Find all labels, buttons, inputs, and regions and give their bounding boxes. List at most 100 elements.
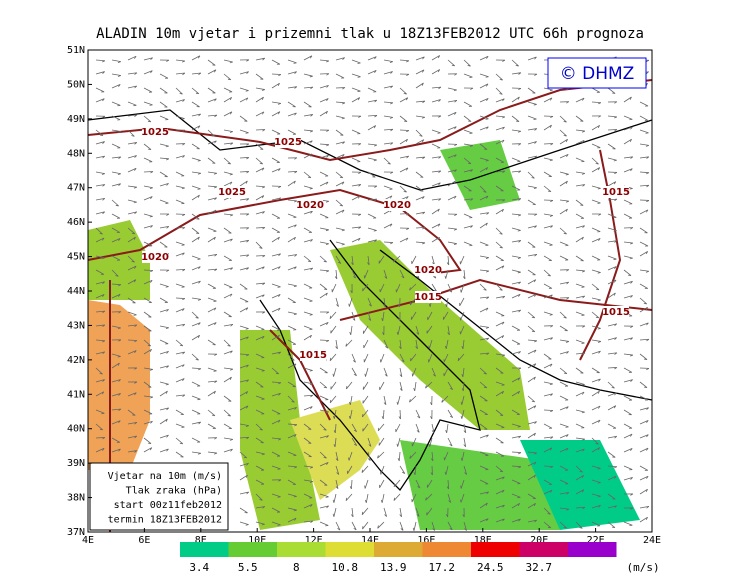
wind-arrow <box>591 199 601 204</box>
wind-arrow <box>319 409 329 414</box>
wind-arrow <box>332 367 337 377</box>
wind-arrow <box>287 363 297 369</box>
wind-arrow <box>415 100 426 104</box>
wind-arrow <box>303 114 314 117</box>
wind-arrow <box>303 465 314 469</box>
wind-arrow <box>95 379 105 383</box>
wind-arrow <box>399 87 407 95</box>
wind-arrow <box>559 367 568 375</box>
isobar-label: 1020 <box>414 265 442 276</box>
wind-arrow <box>207 87 216 94</box>
wind-arrow <box>383 171 394 174</box>
wind-arrow <box>159 418 168 425</box>
wind-arrow <box>111 437 121 443</box>
wind-arrow <box>479 143 488 150</box>
wind-arrow <box>175 115 185 120</box>
wind-arrow <box>335 479 339 490</box>
wind-arrow <box>511 325 521 331</box>
wind-arrow <box>303 406 313 411</box>
wind-arrow <box>479 465 489 471</box>
isobar-label-bg <box>142 126 168 138</box>
wind-arrow <box>591 227 601 233</box>
wind-arrow <box>111 199 119 207</box>
wind-arrow <box>239 423 249 427</box>
wind-arrow <box>443 367 449 377</box>
wind-arrow <box>159 213 170 216</box>
wind-arrow <box>303 297 313 302</box>
wind-arrow <box>95 197 106 201</box>
wind-arrow <box>543 436 554 439</box>
wind-arrow <box>111 269 119 277</box>
wind-arrow <box>207 268 218 272</box>
wind-arrow <box>575 352 586 356</box>
wind-arrow <box>332 507 337 517</box>
wind-arrow <box>396 437 401 447</box>
wind-arrow <box>335 209 345 215</box>
wind-arrow <box>559 129 567 137</box>
wind-arrow <box>607 240 618 243</box>
wind-arrow <box>575 295 586 299</box>
wind-arrow <box>367 99 378 103</box>
wind-arrow <box>639 322 649 327</box>
wind-arrow <box>607 521 616 529</box>
wind-arrow <box>143 269 154 273</box>
wind-arrow <box>351 269 357 279</box>
wind-arrow <box>383 297 386 308</box>
wind-arrow <box>207 171 218 175</box>
wind-arrow <box>271 197 282 201</box>
isobar-label-bg <box>275 136 301 148</box>
wind-arrow <box>335 101 346 105</box>
wind-arrow <box>559 297 570 300</box>
wind-arrow <box>430 465 433 476</box>
wind-arrow <box>348 451 353 461</box>
wind-arrow <box>426 507 433 516</box>
wind-arrow <box>511 59 519 67</box>
wind-arrow <box>95 71 105 75</box>
wind-arrow <box>239 143 250 146</box>
wind-arrow <box>319 269 330 273</box>
wind-arrow <box>591 237 601 243</box>
wind-arrow <box>207 339 216 346</box>
wind-arrow <box>461 367 465 378</box>
wind-arrow <box>175 252 185 257</box>
wind-arrow <box>223 238 233 243</box>
wind-arrow <box>591 87 601 93</box>
wind-arrow <box>591 419 601 425</box>
wind-arrow <box>383 185 393 190</box>
info-line: termin 18Z13FEB2012 <box>108 515 222 526</box>
wind-arrow <box>287 395 295 403</box>
wind-arrow <box>479 241 489 247</box>
wind-arrow <box>575 367 584 374</box>
wind-arrow <box>191 125 201 131</box>
wind-arrow <box>511 409 521 415</box>
wind-arrow <box>559 406 569 411</box>
wind-arrow <box>367 227 377 232</box>
wind-arrow <box>223 323 234 327</box>
wind-arrow <box>543 337 553 341</box>
wind-arrow <box>623 477 633 481</box>
wind-arrow <box>527 171 535 179</box>
wind-arrow <box>559 101 570 104</box>
wind-arrow <box>479 269 490 273</box>
wind-arrow <box>591 255 601 261</box>
wind-arrow <box>575 184 586 187</box>
wind-arrow <box>383 269 388 279</box>
wind-arrow <box>397 451 401 462</box>
wind-arrow <box>223 367 234 371</box>
wind-arrow <box>223 129 233 133</box>
wind-arrow <box>255 143 264 150</box>
wind-arrow <box>607 381 615 389</box>
wind-arrow <box>255 465 265 471</box>
wind-arrow <box>271 437 282 441</box>
wind-arrow <box>159 434 169 439</box>
wind-arrow <box>271 325 281 331</box>
wind-arrow <box>271 266 281 271</box>
wind-arrow <box>479 502 488 509</box>
wind-arrow <box>399 381 403 391</box>
wind-arrow <box>191 101 200 108</box>
wind-arrow <box>351 171 362 174</box>
wind-arrow <box>379 381 385 391</box>
wind-arrow <box>460 409 465 419</box>
wind-arrow <box>543 241 553 246</box>
